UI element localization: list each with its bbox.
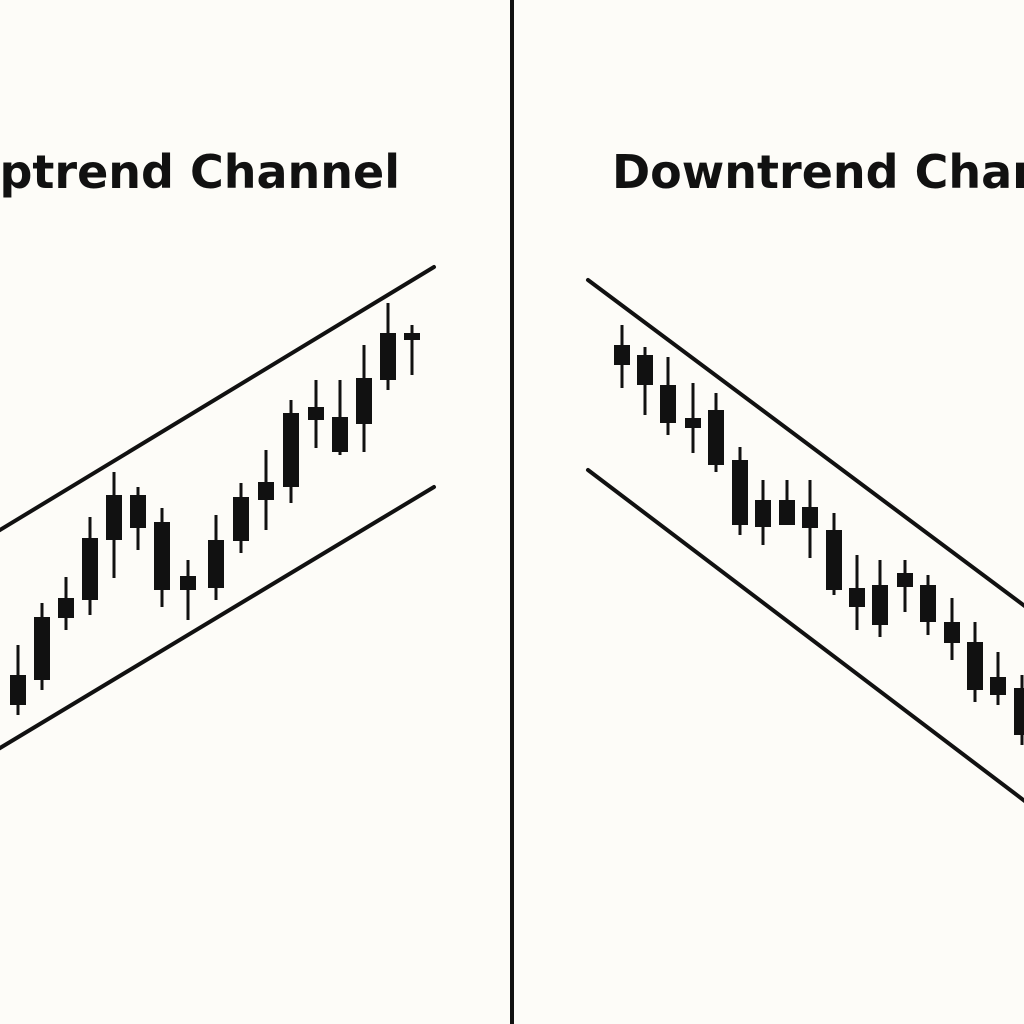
candle-body [755, 500, 771, 527]
candle-body [154, 522, 170, 590]
candle-body [1014, 688, 1024, 735]
lower-channel-line [586, 468, 1024, 803]
candle-body [58, 598, 74, 618]
upper-channel-line [0, 265, 436, 533]
candle-body [944, 622, 960, 643]
candle-body [356, 378, 372, 424]
candle-body [106, 495, 122, 540]
lower-channel-line [0, 485, 436, 751]
candle-body [660, 385, 676, 423]
candle-body [380, 333, 396, 380]
candle-body [404, 333, 420, 340]
candle-body [897, 573, 913, 587]
candle-body [732, 460, 748, 525]
candles [10, 303, 1024, 745]
candle-body [920, 585, 936, 622]
candle-body [637, 355, 653, 385]
candle-body [130, 495, 146, 528]
candle-body [849, 588, 865, 607]
right-title: Downtrend Channel [612, 145, 1024, 199]
candle-body [283, 413, 299, 487]
candle-body [614, 345, 630, 365]
candle-body [308, 407, 324, 420]
candle-body [332, 417, 348, 452]
candle-body [967, 642, 983, 690]
candle-body [208, 540, 224, 588]
candle-body [990, 677, 1006, 695]
candle-body [708, 410, 724, 465]
upper-channel-line [586, 278, 1024, 609]
candle-body [258, 482, 274, 500]
candle-body [82, 538, 98, 600]
left-title: Uptrend Channel [0, 145, 400, 199]
candle-body [685, 418, 701, 428]
candle-body [233, 497, 249, 541]
candle-body [872, 585, 888, 625]
candle-body [802, 507, 818, 528]
candle-body [10, 675, 26, 705]
candle-body [180, 576, 196, 590]
candle-body [779, 500, 795, 525]
candle-body [826, 530, 842, 590]
candle-body [34, 617, 50, 680]
